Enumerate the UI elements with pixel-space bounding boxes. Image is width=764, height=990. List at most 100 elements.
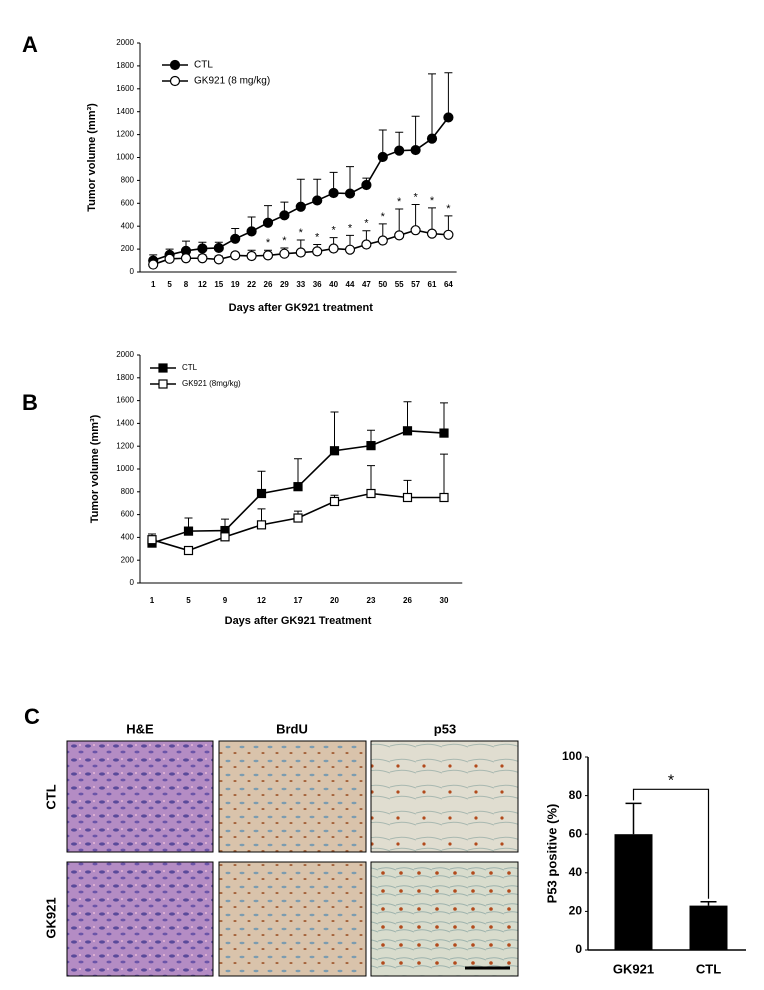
legend-marker	[169, 75, 181, 87]
marker	[293, 482, 303, 492]
x-tick-label: 1	[151, 280, 156, 289]
marker	[148, 259, 159, 270]
legend-marker	[158, 363, 168, 373]
y-tick-label: 1200	[116, 130, 134, 139]
marker	[293, 513, 303, 523]
marker	[164, 253, 175, 264]
marker	[410, 225, 421, 236]
marker	[361, 179, 372, 191]
x-tick-label: 40	[329, 280, 338, 289]
y-tick-label: 20	[569, 904, 583, 918]
marker	[344, 244, 356, 255]
marker	[213, 254, 224, 265]
marker	[312, 246, 323, 257]
x-tick-label: 29	[280, 280, 289, 289]
significance: *	[299, 227, 304, 239]
legend-marker	[169, 59, 181, 71]
marker	[394, 230, 405, 241]
x-axis-label: Days after GK921 Treatment	[225, 615, 372, 627]
marker	[329, 496, 340, 507]
micrograph	[218, 861, 367, 977]
marker	[279, 210, 290, 221]
x-tick-label: 33	[296, 280, 305, 289]
legend-label: GK921 (8mg/kg)	[182, 379, 241, 388]
x-tick-label: 8	[184, 280, 189, 289]
error-bar	[367, 465, 375, 494]
y-tick-label: 200	[121, 244, 135, 253]
y-tick-label: 1000	[116, 464, 134, 473]
y-tick-label: 1800	[116, 61, 134, 70]
y-tick-label: 1000	[116, 153, 134, 162]
y-tick-label: 1600	[116, 84, 134, 93]
column-header: p53	[434, 721, 456, 736]
panel-label: A	[22, 32, 38, 57]
marker	[312, 195, 323, 206]
significance: *	[348, 222, 353, 234]
y-tick-label: 200	[121, 555, 135, 564]
column-header: BrdU	[276, 721, 308, 736]
significance: *	[446, 203, 451, 215]
x-tick-label: 5	[167, 280, 172, 289]
error-bar	[444, 72, 453, 118]
legend-label: GK921 (8 mg/kg)	[194, 76, 270, 87]
x-tick-label: GK921	[613, 961, 654, 976]
significance: *	[668, 773, 674, 790]
x-tick-label: 17	[294, 596, 303, 605]
marker	[147, 535, 157, 545]
marker	[262, 217, 274, 228]
marker	[220, 532, 230, 542]
x-tick-label: 36	[313, 280, 322, 289]
x-tick-label: 15	[214, 280, 223, 289]
marker	[361, 239, 372, 250]
marker	[344, 188, 356, 199]
y-tick-label: 0	[130, 578, 135, 587]
error-bar	[440, 453, 448, 498]
marker	[402, 426, 413, 436]
x-tick-label: 23	[367, 596, 376, 605]
x-tick-label: 19	[231, 280, 240, 289]
y-tick-label: 600	[121, 510, 135, 519]
marker	[443, 229, 454, 240]
row-header: GK921	[43, 897, 58, 938]
marker	[366, 488, 376, 499]
marker	[262, 250, 274, 261]
marker	[410, 144, 421, 156]
marker	[328, 243, 339, 254]
marker	[230, 250, 241, 261]
error-bar	[294, 458, 302, 487]
error-bar	[403, 401, 412, 431]
marker	[402, 492, 413, 503]
error-bar	[625, 802, 642, 835]
significance: *	[331, 225, 336, 237]
legend-marker	[158, 379, 168, 389]
significance: *	[397, 196, 402, 208]
marker	[183, 526, 194, 536]
x-tick-label: 64	[444, 280, 453, 289]
marker	[183, 545, 194, 556]
marker	[246, 250, 257, 262]
column-header: H&E	[126, 721, 154, 736]
y-tick-label: 60	[569, 826, 583, 840]
marker	[439, 492, 449, 503]
y-tick-label: 1400	[116, 107, 134, 116]
y-tick-label: 1600	[116, 396, 134, 405]
error-bar	[330, 411, 339, 451]
significance-bracket	[632, 788, 710, 899]
y-tick-label: 0	[575, 942, 582, 956]
panel-label: C	[24, 704, 40, 729]
y-tick-label: 2000	[116, 38, 134, 47]
marker	[443, 112, 454, 123]
legend-label: CTL	[182, 363, 198, 372]
x-tick-label: 57	[411, 280, 420, 289]
y-axis-label: P53 positive (%)	[544, 804, 559, 904]
y-tick-label: 0	[130, 267, 135, 276]
marker	[246, 226, 257, 237]
y-tick-label: 400	[121, 221, 135, 230]
bar	[614, 834, 653, 950]
y-tick-label: 1400	[116, 419, 134, 428]
micrograph	[66, 740, 214, 853]
y-axis-label: Tumor volume (mm³)	[86, 103, 98, 212]
x-tick-label: 12	[198, 280, 207, 289]
x-tick-label: 26	[403, 596, 412, 605]
